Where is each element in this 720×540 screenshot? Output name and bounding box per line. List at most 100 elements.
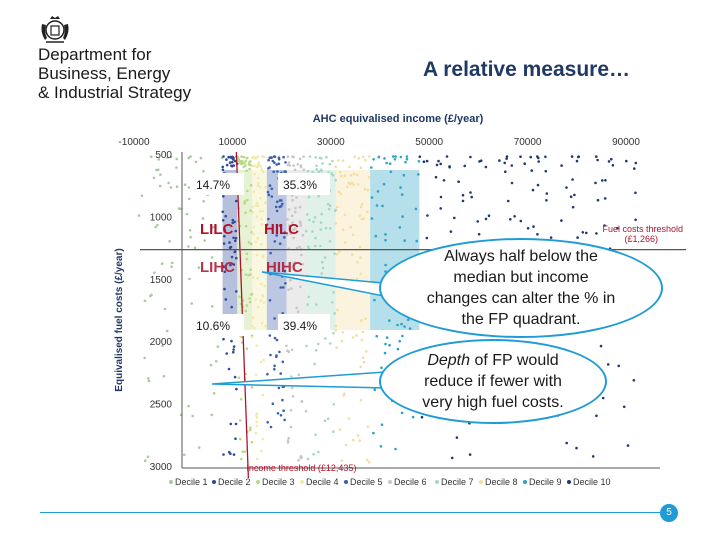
scatter-point <box>152 176 156 180</box>
scatter-point <box>311 170 314 174</box>
scatter-point <box>364 158 367 162</box>
scatter-point <box>340 459 344 462</box>
scatter-point <box>633 167 636 170</box>
scatter-point <box>259 282 263 286</box>
scatter-point <box>231 160 234 164</box>
scatter-point <box>595 155 598 158</box>
scatter-point <box>169 155 173 159</box>
callout-2-emphasis: Depth <box>427 352 471 369</box>
scatter-point <box>292 164 296 167</box>
scatter-point <box>505 157 508 160</box>
scatter-point <box>251 164 255 168</box>
scatter-point <box>601 396 605 400</box>
scatter-point <box>319 168 323 172</box>
scatter-point <box>610 157 613 161</box>
scatter-point <box>222 195 225 198</box>
scatter-point <box>289 409 293 412</box>
scatter-point <box>461 199 465 203</box>
scatter-point <box>256 165 260 169</box>
scatter-point <box>288 164 292 167</box>
scatter-point <box>185 212 189 216</box>
scatter-point <box>248 161 251 164</box>
scatter-point <box>156 223 159 227</box>
scatter-point <box>294 206 297 210</box>
scatter-point <box>302 155 305 158</box>
scatter-point <box>232 348 235 351</box>
y-tick-label: 3000 <box>150 462 173 473</box>
scatter-point <box>298 220 302 223</box>
scatter-point <box>268 156 272 159</box>
scatter-point <box>509 218 512 221</box>
scatter-point <box>268 184 272 187</box>
scatter-point <box>331 159 334 163</box>
scatter-point <box>594 181 597 185</box>
scatter-point <box>297 458 300 462</box>
scatter-point <box>230 305 233 309</box>
scatter-point <box>267 158 270 162</box>
scatter-point <box>295 246 299 250</box>
scatter-point <box>372 158 375 161</box>
scatter-point <box>606 363 610 366</box>
scatter-point <box>187 404 190 408</box>
scatter-point <box>233 250 236 254</box>
scatter-point <box>221 168 225 172</box>
callout-1-line-4: the FP quadrant. <box>461 311 581 328</box>
scatter-point <box>370 217 374 220</box>
scatter-point <box>229 263 232 267</box>
scatter-point <box>385 336 389 339</box>
scatter-point <box>287 224 291 227</box>
scatter-point <box>255 201 259 205</box>
scatter-point <box>223 287 226 291</box>
scatter-point <box>251 211 254 214</box>
scatter-point <box>275 354 278 357</box>
scatter-point <box>191 414 194 418</box>
scatter-point <box>275 234 279 237</box>
scatter-point <box>596 198 600 202</box>
scatter-point <box>414 207 418 211</box>
scatter-point <box>249 268 252 272</box>
scatter-point <box>246 189 249 193</box>
scatter-point <box>359 272 362 276</box>
scatter-point <box>282 286 285 289</box>
scatter-point <box>272 170 276 174</box>
scatter-point <box>328 239 332 243</box>
scatter-point <box>264 200 268 204</box>
scatter-point <box>248 167 251 171</box>
scatter-point <box>227 155 230 159</box>
scatter-point <box>232 236 235 240</box>
legend-swatch <box>523 480 527 484</box>
y-tick-label: 1500 <box>150 275 173 286</box>
scatter-point <box>247 241 251 244</box>
scatter-point <box>254 298 257 301</box>
scatter-point <box>328 227 332 230</box>
scatter-point <box>256 204 260 207</box>
scatter-point <box>449 230 453 233</box>
scatter-point <box>396 347 400 351</box>
scatter-point <box>360 217 364 221</box>
scatter-point <box>317 342 320 346</box>
scatter-point <box>233 159 237 163</box>
scatter-point <box>237 159 241 163</box>
scatter-point <box>336 308 339 312</box>
scatter-point <box>277 158 281 161</box>
scatter-point <box>212 392 216 395</box>
scatter-point <box>422 160 426 163</box>
callout-bubble-fp-depth: Depth of FP would reduce if fewer with v… <box>379 339 607 424</box>
scatter-point <box>484 217 488 221</box>
scatter-point <box>259 197 262 200</box>
scatter-point <box>201 217 205 220</box>
scatter-point <box>571 178 574 181</box>
scatter-point <box>347 417 351 420</box>
department-name-line-1: Department for <box>38 45 152 64</box>
scatter-point <box>234 229 238 233</box>
scatter-point <box>265 223 269 227</box>
scatter-point <box>271 402 275 406</box>
y-tick-label: 1000 <box>150 212 173 223</box>
scatter-point <box>405 155 409 158</box>
scatter-point <box>222 337 225 341</box>
scatter-point <box>248 300 252 304</box>
scatter-point <box>530 169 533 172</box>
scatter-point <box>375 204 379 207</box>
scatter-point <box>319 244 322 248</box>
scatter-point <box>146 377 150 380</box>
